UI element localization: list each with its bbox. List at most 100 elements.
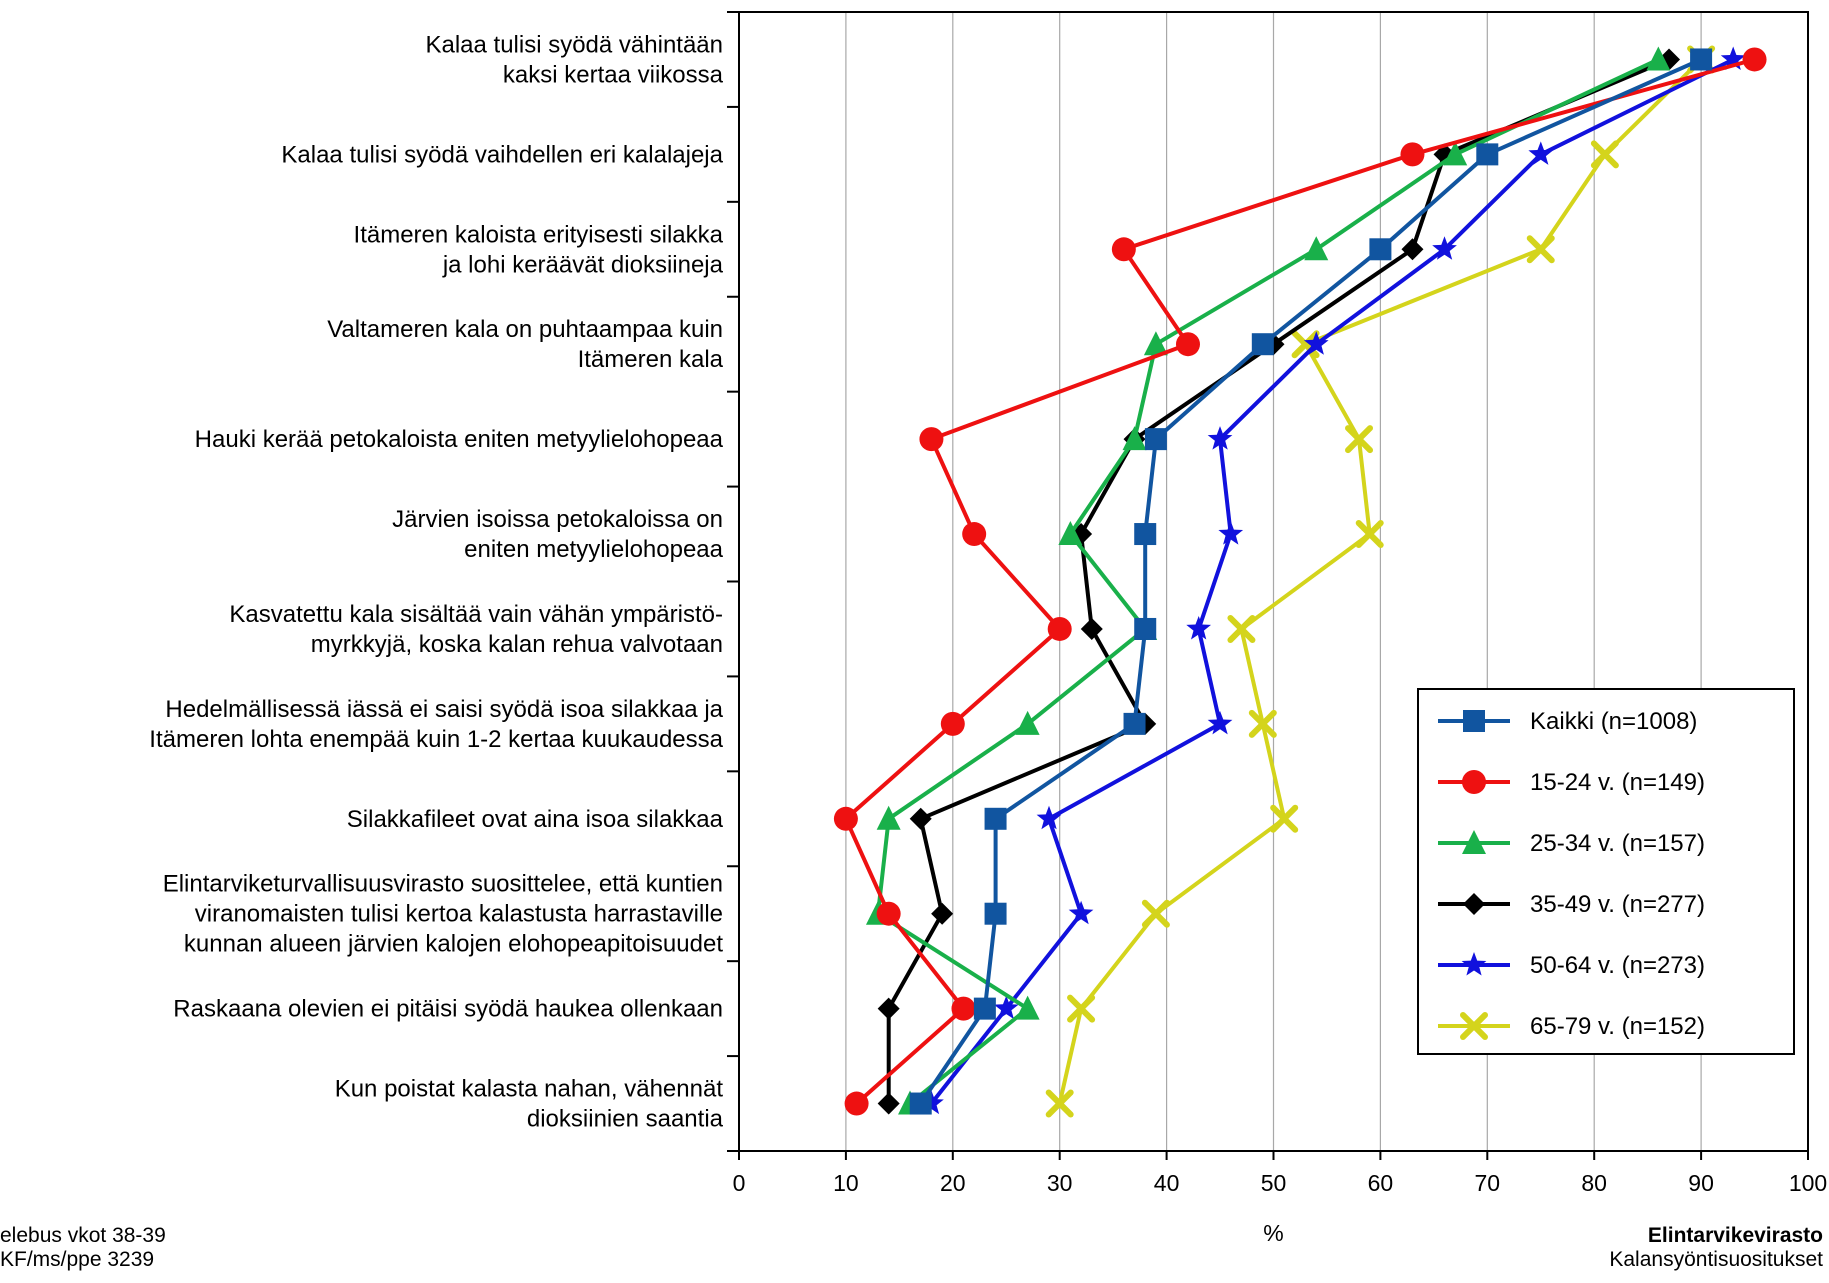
axes: 0 10 20 30 40 50 60 70 80 90 100% bbox=[727, 11, 1827, 1246]
data-point-star bbox=[1207, 426, 1233, 450]
data-point-x bbox=[1345, 425, 1374, 454]
data-point-triangle bbox=[1646, 46, 1671, 71]
data-point-circle bbox=[1175, 332, 1200, 357]
legend-marker-triangle bbox=[1462, 830, 1486, 854]
x-axis-title: % bbox=[1263, 1220, 1283, 1246]
legend: Kaikki (n=1008) 15-24 v. (n=149) 25-34 v. … bbox=[1417, 688, 1795, 1055]
data-point-diamond bbox=[1658, 48, 1681, 71]
data-point-triangle bbox=[1015, 995, 1040, 1020]
series-line bbox=[929, 57, 1735, 1105]
data-point-x bbox=[1248, 709, 1277, 738]
data-point-triangle bbox=[1443, 141, 1468, 166]
legend-item: 65-79 v. (n=152) bbox=[1438, 1012, 1705, 1040]
legend-label: 65-79 v. (n=152) bbox=[1530, 1013, 1705, 1040]
legend-label: Kaikki (n=1008) bbox=[1530, 708, 1697, 735]
data-point-circle bbox=[1047, 616, 1072, 641]
legend-label: 25-34 v. (n=157) bbox=[1530, 830, 1705, 857]
data-point-triangle bbox=[1058, 521, 1083, 546]
x-tick-label: 20 bbox=[940, 1170, 966, 1196]
data-point-diamond bbox=[909, 807, 932, 830]
x-tick-label: 30 bbox=[1047, 1170, 1073, 1196]
data-series bbox=[833, 45, 1767, 1118]
data-point-x bbox=[1526, 235, 1555, 264]
series-line bbox=[919, 57, 1702, 1105]
legend-marker-square bbox=[1463, 710, 1485, 732]
x-tick-label: 90 bbox=[1688, 1170, 1714, 1196]
category-label: Itämeren kaloista erityisesti silakka ja … bbox=[354, 221, 724, 278]
data-point-circle bbox=[1742, 47, 1767, 72]
data-point-square bbox=[984, 807, 1007, 830]
data-point-circle bbox=[1400, 142, 1425, 167]
data-point-x bbox=[1590, 140, 1619, 169]
data-point-square bbox=[1251, 333, 1274, 356]
data-point-diamond bbox=[877, 1092, 900, 1115]
footer-subtitle: Kalansyöntisuositukset bbox=[1609, 1248, 1823, 1271]
data-point-diamond bbox=[877, 997, 900, 1020]
data-point-circle bbox=[919, 427, 944, 452]
category-label: Kun poistat kalasta nahan, vähennät dioks… bbox=[335, 1076, 724, 1133]
x-tick-label: 70 bbox=[1475, 1170, 1501, 1196]
data-point-star bbox=[1036, 805, 1062, 830]
legend-label: 35-49 v. (n=277) bbox=[1530, 891, 1705, 918]
legend-item: 50-64 v. (n=273) bbox=[1438, 952, 1705, 979]
category-label: Valtameren kala on puhtaampaa kuin Itämer… bbox=[327, 316, 723, 373]
data-point-star bbox=[993, 995, 1019, 1020]
data-point-star bbox=[1528, 141, 1554, 165]
category-label: Hauki kerää petokaloista eniten metyylie… bbox=[195, 426, 724, 453]
legend-marker-diamond bbox=[1463, 893, 1485, 915]
category-label: Kalaa tulisi syödä vähintään kaksi kertaa… bbox=[425, 31, 723, 88]
legend-item: 25-34 v. (n=157) bbox=[1438, 830, 1705, 857]
series-square bbox=[909, 48, 1713, 1115]
data-point-square bbox=[1690, 48, 1713, 71]
data-point-x bbox=[1355, 520, 1384, 549]
category-label: Elintarviketurvallisuusvirasto suosittel… bbox=[163, 871, 724, 958]
data-point-triangle bbox=[1143, 331, 1168, 356]
data-point-square bbox=[1123, 712, 1146, 735]
category-label: Kalaa tulisi syödä vaihdellen eri kalala… bbox=[281, 141, 723, 168]
series-line bbox=[1057, 58, 1703, 1104]
data-point-circle bbox=[833, 806, 858, 831]
data-point-square bbox=[984, 902, 1007, 925]
data-point-square bbox=[1134, 617, 1157, 640]
footer-source: elebus vkot 38-39 KF/ms/ppe 3239 bbox=[0, 1224, 166, 1272]
data-point-triangle bbox=[1015, 710, 1040, 735]
x-tick-label: 0 bbox=[733, 1170, 746, 1196]
category-label: Hedelmällisessä iässä ei saisi syödä iso… bbox=[149, 696, 723, 753]
legend-marker-star bbox=[1461, 952, 1487, 976]
category-label: Raskaana olevien ei pitäisi syödä haukea… bbox=[173, 996, 723, 1023]
data-point-x bbox=[1045, 1089, 1074, 1118]
legend-marker-circle bbox=[1462, 770, 1486, 794]
legend-label: 15-24 v. (n=149) bbox=[1530, 769, 1705, 796]
data-point-square bbox=[1144, 428, 1167, 451]
x-tick-label: 100 bbox=[1789, 1170, 1827, 1196]
data-point-square bbox=[909, 1092, 932, 1115]
x-tick-label: 50 bbox=[1261, 1170, 1287, 1196]
data-point-circle bbox=[1111, 237, 1136, 262]
legend-box bbox=[1417, 688, 1795, 1055]
data-point-star bbox=[1303, 331, 1329, 355]
data-point-circle bbox=[940, 711, 965, 736]
footer-brand: Elintarvikevirasto Kalansyöntisuositukse… bbox=[1609, 1224, 1823, 1272]
x-tick-label: 40 bbox=[1154, 1170, 1180, 1196]
data-point-circle bbox=[844, 1091, 869, 1116]
x-tick-label: 10 bbox=[833, 1170, 859, 1196]
data-point-circle bbox=[962, 522, 987, 547]
data-point-triangle bbox=[876, 805, 901, 830]
series-circle bbox=[833, 47, 1767, 1116]
data-point-square bbox=[1369, 238, 1392, 261]
legend-label: 50-64 v. (n=273) bbox=[1530, 952, 1705, 979]
data-point-triangle bbox=[1304, 236, 1329, 261]
data-point-star bbox=[1720, 46, 1746, 70]
data-point-x bbox=[1270, 804, 1299, 833]
data-point-diamond bbox=[1401, 238, 1424, 261]
data-point-circle bbox=[876, 901, 901, 926]
data-point-star bbox=[1218, 521, 1244, 545]
data-point-x bbox=[1227, 614, 1256, 643]
data-point-circle bbox=[951, 996, 976, 1021]
footer-source-line-2: KF/ms/ppe 3239 bbox=[0, 1248, 155, 1271]
legend-item: 15-24 v. (n=149) bbox=[1438, 769, 1705, 796]
data-point-square bbox=[1476, 143, 1499, 166]
footer-source-line-1: elebus vkot 38-39 bbox=[0, 1224, 166, 1247]
series-line bbox=[843, 57, 1756, 1105]
legend-item: 35-49 v. (n=277) bbox=[1438, 891, 1705, 918]
